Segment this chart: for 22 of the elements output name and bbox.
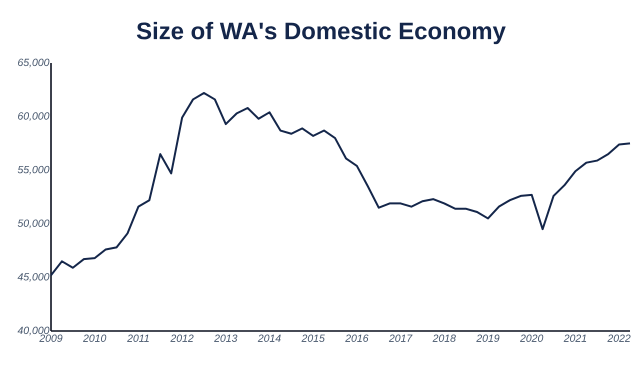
y-tick-label: 60,000 (18, 112, 50, 121)
line-series (50, 92, 632, 276)
x-tick-label: 2011 (127, 334, 149, 342)
chart-title: Size of WA's Domestic Economy (136, 22, 506, 44)
x-tick-label: 2019 (476, 334, 500, 342)
y-tick-label: 40,000 (18, 326, 50, 336)
x-tick-label: 2017 (388, 334, 413, 342)
x-tick-label: 2009 (39, 334, 62, 342)
x-tick-label: 2022 (607, 334, 631, 342)
x-tick-label: 2014 (258, 334, 281, 342)
y-tick-label: 45,000 (18, 273, 50, 282)
y-tick-label: 50,000 (18, 219, 50, 228)
y-tick-label: 55,000 (18, 166, 50, 175)
x-tick-label: 2015 (302, 334, 325, 342)
x-tick-label: 2016 (345, 334, 369, 342)
x-tick-label: 2018 (432, 334, 456, 342)
y-tick-label: 65,000 (18, 58, 50, 68)
x-tick-label: 2013 (214, 334, 238, 342)
x-tick-label: 2020 (520, 334, 544, 342)
x-tick-label: 2010 (83, 334, 106, 342)
x-tick-label: 2021 (564, 334, 586, 342)
x-tick-label: 2012 (170, 334, 194, 342)
